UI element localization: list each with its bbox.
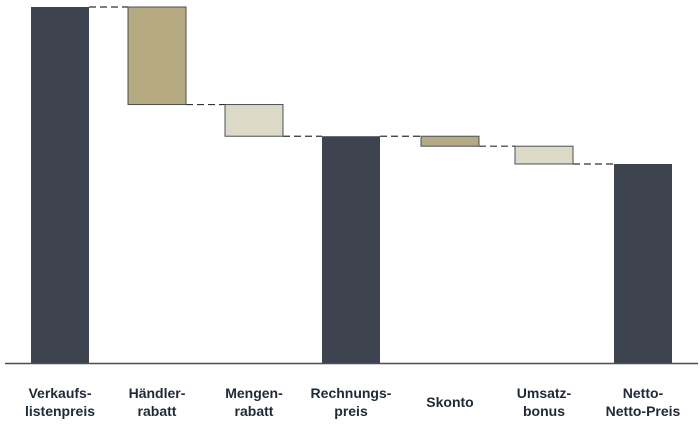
bar-5 [514,145,574,165]
category-label-1-line-1: rabatt [138,403,177,419]
category-label-2-line-1: rabatt [235,403,274,419]
category-label-0: Verkaufs-listenpreis [25,385,95,419]
category-label-3: Rechnungs-preis [311,385,392,419]
category-label-2: Mengen-rabatt [225,385,283,419]
bar-1 [127,6,187,106]
category-label-6-line-1: Netto-Preis [606,403,681,419]
category-label-0-line-0: Verkaufs- [28,385,91,401]
category-label-4-line-0: Skonto [426,394,473,410]
bar-0 [31,7,89,363]
bar-2 [224,104,284,137]
category-label-6-line-0: Netto- [623,385,664,401]
category-label-4: Skonto [426,394,473,410]
category-label-3-line-0: Rechnungs- [311,385,392,401]
bar-3 [322,136,380,363]
category-label-5: Umsatz-bonus [517,385,572,419]
bars-group [31,6,672,363]
bar-4 [420,135,480,147]
category-label-3-line-1: preis [334,403,368,419]
category-label-5-line-1: bonus [523,403,565,419]
category-labels: Verkaufs-listenpreisHändler-rabattMengen… [25,385,681,419]
category-label-1-line-0: Händler- [129,385,186,401]
category-label-6: Netto- Netto-Preis [606,385,681,419]
category-label-1: Händler-rabatt [129,385,186,419]
category-label-0-line-1: listenpreis [25,403,95,419]
connector-lines [89,6,614,165]
category-label-2-line-0: Mengen- [225,385,283,401]
bar-6 [614,163,672,363]
category-label-5-line-0: Umsatz- [517,385,572,401]
